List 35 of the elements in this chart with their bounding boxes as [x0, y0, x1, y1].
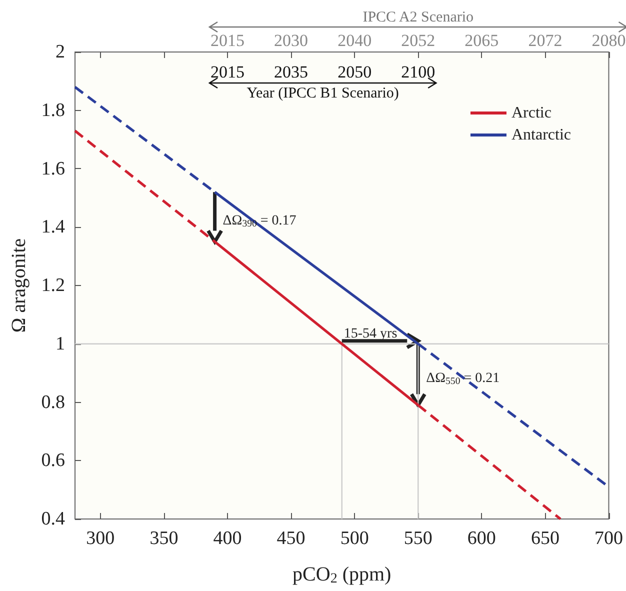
x-tick-label: 700	[594, 528, 623, 549]
annotation: 2035	[274, 62, 308, 82]
y-tick-label: 2	[56, 42, 65, 62]
x2-axis-title: IPCC A2 Scenario	[362, 10, 474, 26]
y-axis-title: Ω aragonite	[8, 238, 30, 333]
y-tick-label: 1.2	[41, 275, 65, 296]
x-tick-label: 400	[213, 528, 242, 549]
x-tick-label: 600	[467, 528, 496, 549]
x-tick-label: 450	[276, 528, 306, 549]
text: 2015	[210, 31, 244, 50]
y-tick-label: 1.6	[41, 158, 65, 180]
annotation: 2100	[401, 62, 436, 82]
x-tick-label: 650	[530, 528, 560, 549]
annotation: 15-54 yrs	[344, 326, 398, 342]
text: 2065	[464, 31, 499, 50]
legend-label: Antarctic	[511, 126, 572, 144]
x-tick-label: 500	[340, 528, 369, 549]
annotation: 2050	[338, 62, 372, 82]
text: 2072	[528, 31, 562, 50]
text: 2052	[401, 31, 436, 50]
annotation: Year (IPCC B1 Scenario)	[246, 86, 399, 102]
y-tick-label: 1.8	[41, 100, 65, 121]
legend-label: Arctic	[511, 104, 552, 122]
annotation: 2015	[210, 62, 244, 82]
x-tick-label: 300	[86, 528, 115, 549]
x-tick-label: 550	[404, 528, 432, 549]
text: 2080	[592, 31, 626, 50]
y-tick-label: 0.6	[41, 450, 65, 472]
y-tick-label: 0.4	[41, 508, 66, 530]
text: 2030	[274, 31, 308, 50]
x-tick-label: 350	[150, 528, 178, 549]
y-tick-label: 0.8	[41, 392, 65, 413]
y-tick-label: 1	[56, 333, 65, 354]
text: 2040	[338, 31, 372, 50]
y-tick-label: 1.4	[41, 216, 66, 238]
